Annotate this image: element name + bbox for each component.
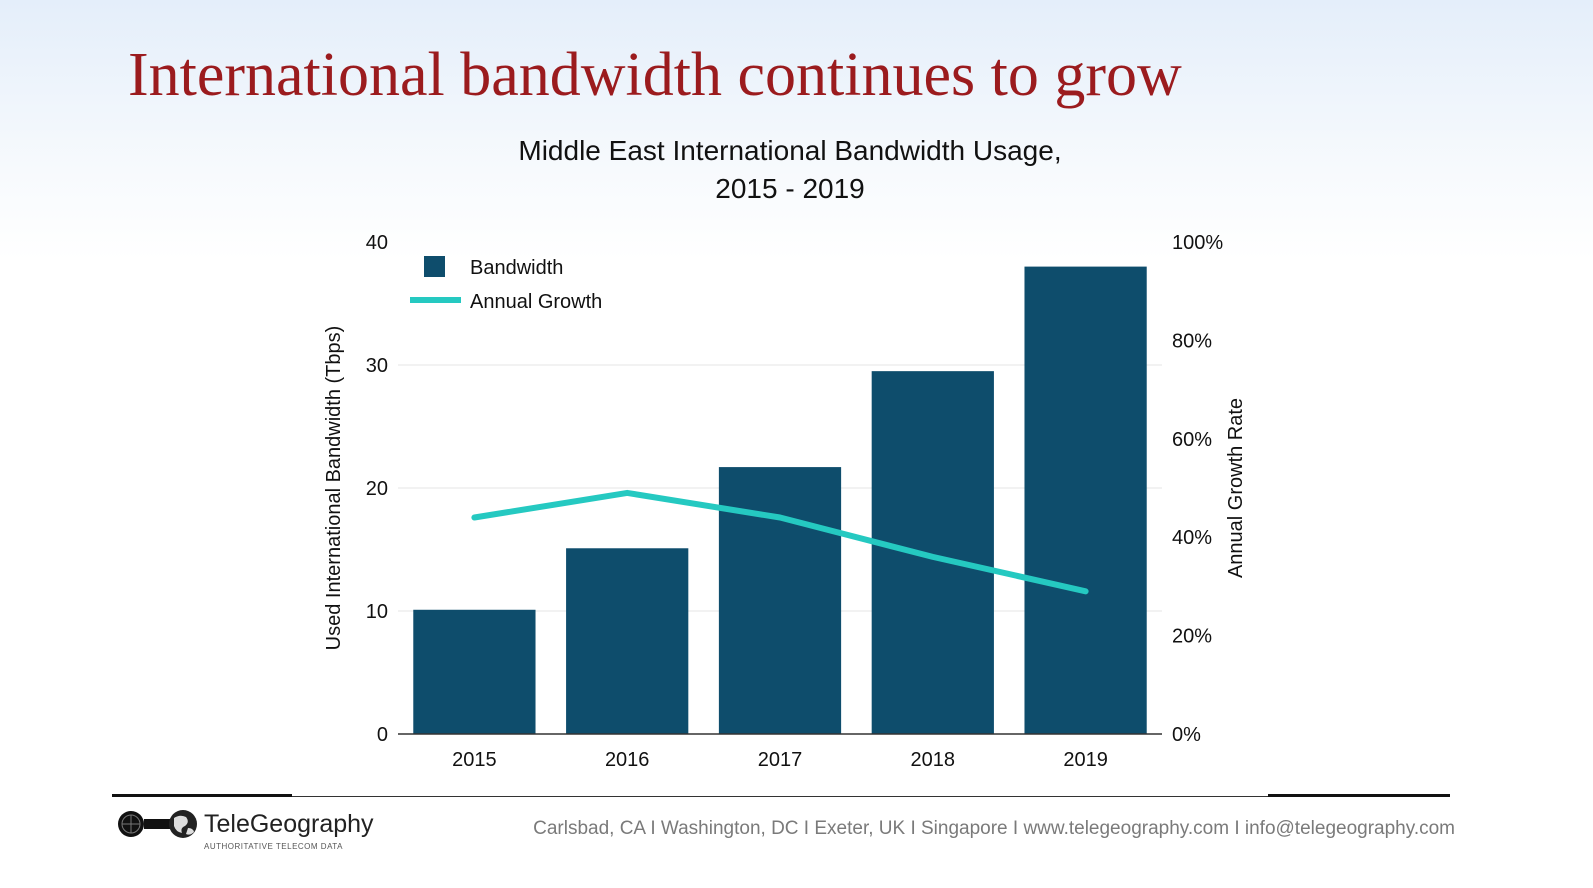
bandwidth-chart: 0 10 20 30 40 0% 20% 40% 60% 80% 100% 2015 2016 2017 2… [323, 232, 1247, 771]
chart-title-line-2: 2015 - 2019 [715, 173, 865, 204]
slide-title: International bandwidth continues to gro… [128, 41, 1182, 109]
y-tick-label: 0 [377, 724, 388, 746]
y2-tick-label: 80% [1172, 330, 1212, 352]
growth-point [779, 517, 781, 519]
bar [1024, 266, 1147, 734]
logo-name: TeleGeography [204, 810, 374, 838]
y2-tick-label: 40% [1172, 527, 1212, 549]
legend-bandwidth-label: Bandwidth [470, 257, 563, 279]
x-tick-label: 2017 [758, 749, 803, 771]
logo-tagline: AUTHORITATIVE TELECOM DATA [204, 842, 343, 851]
bar [871, 371, 994, 734]
telegeography-logo: TeleGeography AUTHORITATIVE TELECOM DATA [116, 808, 376, 852]
chart-title-line-1: Middle East International Bandwidth Usag… [518, 135, 1062, 166]
footer-divider-accent-right [1268, 794, 1450, 797]
bar [413, 609, 536, 734]
legend-bandwidth-swatch [424, 256, 445, 277]
footer-contact: Carlsbad, CA I Washington, DC I Exeter, … [533, 818, 1455, 839]
growth-point [932, 556, 934, 558]
growth-point [626, 492, 628, 494]
y2-tick-label: 60% [1172, 429, 1212, 451]
x-tick-label: 2015 [452, 749, 497, 771]
growth-point [1085, 590, 1087, 592]
legend-growth-label: Annual Growth [470, 291, 602, 313]
y2-tick-label: 100% [1172, 232, 1223, 254]
y-tick-label: 20 [366, 478, 388, 500]
footer-divider [112, 796, 1450, 797]
growth-point [473, 517, 475, 519]
y2-tick-label: 0% [1172, 724, 1201, 746]
y-tick-label: 40 [366, 232, 388, 254]
footer-divider-accent-left [112, 794, 292, 797]
y2-tick-label: 20% [1172, 626, 1212, 648]
x-tick-label: 2018 [911, 749, 956, 771]
x-tick-label: 2019 [1063, 749, 1108, 771]
x-tick-label: 2016 [605, 749, 650, 771]
y-tick-label: 30 [366, 355, 388, 377]
bar [566, 548, 689, 734]
chart-title: Middle East International Bandwidth Usag… [480, 132, 1100, 208]
y2-axis-label: Annual Growth Rate [1225, 398, 1247, 578]
y-axis-label: Used International Bandwidth (Tbps) [323, 326, 345, 651]
y-tick-label: 10 [366, 601, 388, 623]
bar [718, 467, 842, 734]
telegeography-logo-icon [118, 810, 197, 838]
